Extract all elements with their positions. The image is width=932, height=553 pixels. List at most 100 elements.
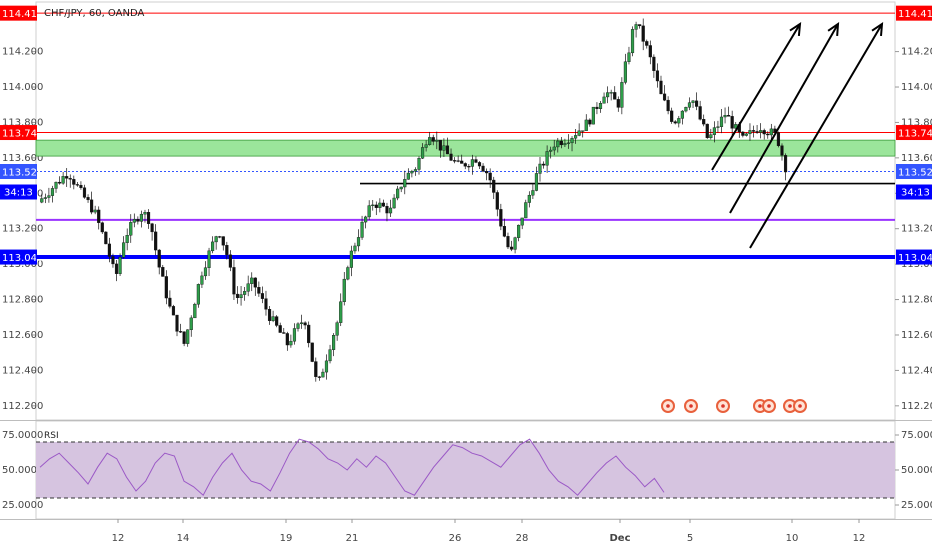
candle-body [328, 349, 332, 362]
candle-body [428, 137, 432, 145]
candle-body [324, 360, 329, 373]
candle-body [748, 130, 752, 135]
candle-body [641, 25, 645, 42]
rsi-label: RSI [44, 431, 59, 441]
rsi-chart: 75.0000 75.0000 50.0000 50.0000 25.0000 25.00… [2, 430, 932, 511]
candle-body [65, 176, 69, 179]
candle-body [193, 303, 197, 319]
time-tick-label: 14 [177, 533, 190, 544]
candle-body [57, 181, 62, 184]
candle-body [431, 137, 435, 142]
candle-body [495, 192, 499, 210]
candle-body [769, 128, 773, 136]
candle-body [296, 323, 300, 329]
candle-body [97, 209, 101, 223]
candle-body [744, 133, 748, 136]
price-tag-left-label: 113.523 [2, 168, 43, 179]
price-pane [35, 1, 896, 421]
candle-body [349, 250, 353, 268]
candle-body [449, 153, 453, 161]
candle-body [552, 146, 556, 151]
candle-body [574, 135, 578, 139]
candle-body [581, 130, 585, 132]
candle-body [584, 119, 588, 131]
candle-body [559, 140, 563, 146]
candle-body [481, 165, 485, 172]
candle-body [766, 133, 770, 136]
projection-arrow-shaft [711, 23, 801, 171]
rsi-band-fill [36, 442, 895, 498]
candle-body [666, 99, 670, 112]
price-tick-label: 113.800 [901, 117, 932, 128]
candle-body [90, 199, 94, 213]
candle-body [257, 287, 261, 294]
candle-body [524, 202, 528, 219]
candle-body [417, 158, 421, 170]
candle-body [445, 145, 450, 155]
time-tick-label: Dec [609, 533, 630, 544]
candle-body [762, 130, 766, 135]
price-tick-label: 112.400 [901, 365, 932, 376]
candle-body [203, 267, 208, 277]
event-marker-dot [689, 404, 693, 408]
candle-body [111, 256, 115, 265]
projection-arrows [711, 22, 884, 249]
rsi-tick-label: 50.0000 [901, 465, 932, 476]
candle-body [267, 309, 272, 321]
candle-body [150, 223, 154, 233]
support-zone [35, 139, 896, 157]
candle-body [289, 340, 293, 346]
candle-body [260, 293, 264, 299]
candle-body [591, 106, 595, 125]
event-marker-dot [767, 404, 771, 408]
time-tick-label: 28 [516, 533, 529, 544]
candle-body [776, 132, 781, 146]
time-tick-label: 26 [449, 533, 462, 544]
candle-body [759, 130, 763, 133]
candle-body [314, 361, 318, 377]
candle-body [424, 144, 428, 148]
candle-body [154, 231, 158, 251]
candle-body [698, 106, 702, 120]
candle-body [132, 218, 136, 223]
candle-body [93, 209, 97, 213]
price-tick-label-left: 113.000 [2, 259, 43, 270]
candle-body [47, 195, 51, 198]
rsi-line [39, 438, 665, 496]
candle-body [541, 163, 546, 166]
candle-body [129, 222, 133, 236]
candle-body [538, 163, 542, 174]
candle-body [485, 171, 489, 174]
price-tick-label: 112.600 [901, 330, 932, 341]
candle-body [157, 249, 161, 268]
price-tag-left-label: 113.743 [2, 129, 43, 140]
candle-body [200, 275, 204, 285]
price-tick-label-left: 112.800 [2, 295, 43, 306]
event-marker-dot [788, 404, 792, 408]
candle-body [50, 188, 55, 196]
price-tick-label-left: 113.200 [2, 224, 43, 235]
candle-body [716, 126, 720, 128]
countdown-tag-left [0, 184, 37, 200]
price-tag-right [896, 164, 932, 180]
candle-body [171, 306, 176, 316]
candle-body [520, 217, 524, 226]
candle-body [79, 184, 83, 188]
candle-body [307, 324, 311, 344]
candle-body [677, 118, 681, 124]
candle-body [136, 218, 140, 222]
price-tick-label: 112.200 [901, 401, 932, 412]
candle-body [527, 194, 531, 203]
price-tag-left [0, 5, 37, 21]
candle-body [705, 123, 709, 139]
candle-body [702, 119, 706, 125]
candle-body [463, 163, 467, 167]
price-tags: 114.417 114.417 113.743 113.743 113.523 113.5… [0, 5, 932, 265]
candle-body [410, 171, 414, 174]
candle-body [175, 314, 179, 332]
candle-body [566, 142, 571, 144]
candle-body [442, 145, 446, 151]
time-tick-label: 5 [687, 533, 693, 544]
candle-body [356, 237, 361, 247]
candle-body [655, 70, 660, 82]
